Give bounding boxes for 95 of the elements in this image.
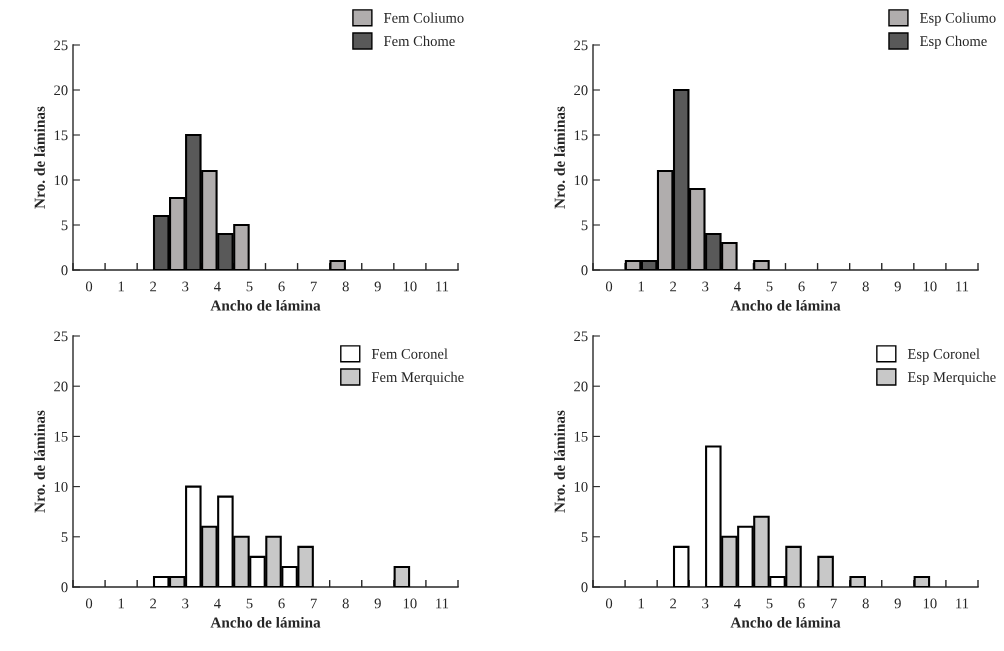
x-tick-label: 1 bbox=[638, 598, 644, 609]
y-axis-title: Nro. de láminas bbox=[34, 410, 45, 513]
x-tick-label: 1 bbox=[118, 281, 124, 292]
y-tick-label: 0 bbox=[581, 265, 588, 276]
y-tick-label: 0 bbox=[61, 582, 68, 593]
x-axis-title: Ancho de lámina bbox=[210, 299, 321, 311]
y-tick-label: 5 bbox=[581, 532, 588, 542]
legend-label: Fem Chome bbox=[383, 35, 455, 47]
x-tick-label: 4 bbox=[734, 598, 741, 609]
y-tick-label: 25 bbox=[574, 40, 588, 51]
x-tick-label: 0 bbox=[85, 598, 93, 609]
y-tick-label: 5 bbox=[61, 220, 68, 231]
x-tick-label: 2 bbox=[670, 598, 677, 609]
x-tick-label: 5 bbox=[246, 281, 253, 292]
x-tick-label: 11 bbox=[436, 281, 449, 292]
x-tick-label: 10 bbox=[403, 281, 417, 292]
y-tick-label: 15 bbox=[54, 431, 68, 442]
x-tick-label: 11 bbox=[956, 598, 969, 609]
y-tick-label: 25 bbox=[54, 40, 68, 51]
x-tick-label: 1 bbox=[118, 598, 124, 609]
bar bbox=[817, 555, 834, 587]
y-tick-label: 0 bbox=[61, 265, 68, 276]
x-tick-label: 8 bbox=[862, 598, 869, 609]
x-axis-title: Ancho de lámina bbox=[730, 616, 841, 628]
y-tick-label: 25 bbox=[54, 331, 68, 342]
x-tick-label: 2 bbox=[150, 598, 157, 609]
x-tick-label: 5 bbox=[766, 281, 773, 292]
x-tick-label: 4 bbox=[214, 281, 221, 292]
y-tick-label: 15 bbox=[574, 431, 588, 442]
x-tick-label: 0 bbox=[605, 598, 613, 609]
bar bbox=[753, 259, 770, 270]
y-tick-label: 5 bbox=[581, 220, 588, 231]
y-axis-title: Nro. de láminas bbox=[34, 106, 45, 209]
y-tick-label: 15 bbox=[54, 130, 68, 141]
y-tick-label: 10 bbox=[574, 175, 588, 186]
x-tick-label: 0 bbox=[85, 281, 93, 292]
x-tick-label: 3 bbox=[182, 281, 189, 292]
y-tick-label: 5 bbox=[61, 532, 68, 542]
y-tick-label: 10 bbox=[574, 481, 588, 492]
x-tick-label: 10 bbox=[923, 598, 937, 609]
legend-label: Esp Merquiche bbox=[907, 371, 996, 385]
y-tick-label: 10 bbox=[54, 481, 68, 492]
x-tick-label: 7 bbox=[310, 281, 317, 292]
x-tick-label: 2 bbox=[670, 281, 677, 292]
x-tick-label: 10 bbox=[923, 281, 937, 292]
x-tick-label: 4 bbox=[214, 598, 221, 609]
y-tick-label: 0 bbox=[581, 582, 588, 593]
y-axis-title: Nro. de láminas bbox=[554, 410, 565, 513]
x-tick-label: 6 bbox=[798, 598, 805, 609]
y-tick-label: 20 bbox=[574, 381, 588, 392]
x-tick-label: 8 bbox=[862, 281, 869, 292]
x-tick-label: 11 bbox=[956, 281, 969, 292]
bar bbox=[913, 575, 931, 587]
x-tick-label: 2 bbox=[150, 281, 157, 292]
y-tick-label: 20 bbox=[54, 381, 68, 392]
x-tick-label: 0 bbox=[605, 281, 613, 292]
x-tick-label: 6 bbox=[278, 598, 285, 609]
x-tick-label: 9 bbox=[894, 281, 901, 292]
x-tick-label: 6 bbox=[798, 281, 805, 292]
x-tick-label: 4 bbox=[734, 281, 741, 292]
x-tick-label: 9 bbox=[894, 598, 901, 609]
legend-label: Fem Merquiche bbox=[371, 371, 464, 385]
x-tick-label: 3 bbox=[702, 281, 709, 292]
x-tick-label: 10 bbox=[403, 598, 417, 609]
legend-label: Esp Coliumo bbox=[920, 12, 996, 26]
x-tick-label: 5 bbox=[246, 598, 253, 609]
x-tick-label: 8 bbox=[342, 598, 349, 609]
y-axis-title: Nro. de láminas bbox=[554, 106, 565, 209]
x-tick-label: 8 bbox=[342, 281, 349, 292]
x-tick-label: 7 bbox=[830, 281, 837, 292]
x-tick-label: 9 bbox=[374, 281, 381, 292]
x-tick-label: 1 bbox=[638, 281, 644, 292]
x-tick-label: 6 bbox=[278, 281, 285, 292]
bar bbox=[329, 259, 346, 270]
bar bbox=[393, 565, 411, 587]
y-tick-label: 20 bbox=[54, 85, 68, 96]
x-axis-title: Ancho de lámina bbox=[210, 616, 321, 628]
bar bbox=[672, 545, 690, 587]
x-tick-label: 11 bbox=[436, 598, 449, 609]
x-tick-label: 7 bbox=[310, 598, 317, 609]
x-tick-label: 5 bbox=[766, 598, 773, 609]
legend-label: Esp Coronel bbox=[907, 348, 980, 362]
y-tick-label: 15 bbox=[574, 130, 588, 141]
legend-label: Fem Coronel bbox=[371, 348, 448, 359]
x-axis-title: Ancho de lámina bbox=[730, 299, 841, 311]
y-tick-label: 25 bbox=[574, 331, 588, 342]
legend-label: Esp Chome bbox=[920, 35, 987, 49]
x-tick-label: 3 bbox=[702, 598, 709, 609]
legend-label: Fem Coliumo bbox=[383, 12, 464, 23]
x-tick-label: 9 bbox=[374, 598, 381, 609]
y-tick-label: 20 bbox=[574, 85, 588, 96]
x-tick-label: 7 bbox=[830, 598, 837, 609]
y-tick-label: 10 bbox=[54, 175, 68, 186]
x-tick-label: 3 bbox=[182, 598, 189, 609]
bar bbox=[849, 575, 866, 587]
